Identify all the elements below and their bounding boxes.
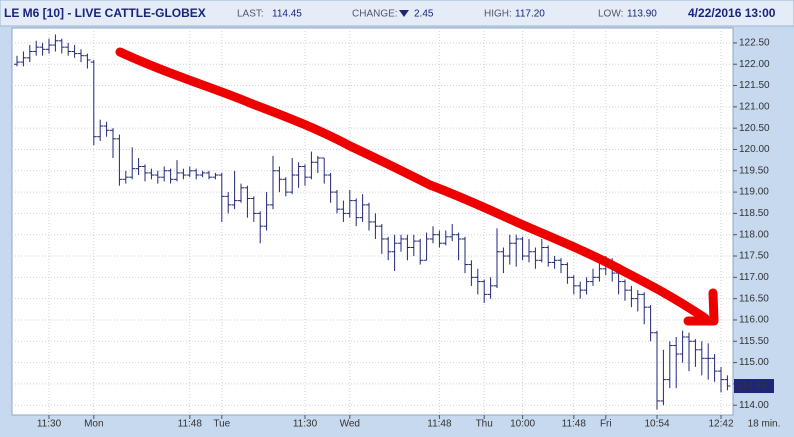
low-value: 113.90: [627, 9, 657, 20]
interval-label: 18 min.: [748, 419, 781, 430]
y-tick-label: 120.00: [739, 144, 770, 155]
x-tick-label: Mon: [84, 419, 103, 430]
x-tick-label: 11:48: [178, 419, 203, 430]
x-tick-label: Wed: [340, 419, 360, 430]
y-tick-label: 120.50: [739, 123, 770, 134]
x-tick-label: 11:48: [427, 419, 452, 430]
y-tick-label: 121.50: [739, 80, 770, 91]
last-price-label: 114.45: [737, 381, 767, 392]
y-tick-label: 121.00: [739, 101, 770, 112]
y-tick-label: 115.00: [739, 357, 769, 368]
down-arrow-icon: [399, 10, 409, 17]
y-tick-label: 122.00: [739, 59, 770, 70]
y-tick-label: 119.50: [739, 165, 769, 176]
datetime: 4/22/2016 13:00: [688, 6, 776, 20]
trend-arrow: [115, 47, 710, 323]
x-tick-label: 11:30: [293, 419, 318, 430]
last-price-tag: [734, 379, 774, 394]
x-tick-label: Tue: [213, 419, 230, 430]
x-tick-label: 10:54: [644, 419, 669, 430]
y-tick-label: 119.00: [739, 187, 769, 198]
y-tick-label: 116.50: [739, 293, 769, 304]
x-tick-label: 10:00: [510, 419, 535, 430]
high-value: 117.20: [515, 9, 545, 20]
x-tick-label: 11:30: [37, 419, 62, 430]
high-caption: HIGH:: [484, 9, 512, 20]
trend-arrowhead: [683, 288, 719, 326]
change-caption: CHANGE:: [352, 9, 398, 20]
y-tick-label: 118.50: [739, 208, 769, 219]
symbol-title: LE M6 [10] - LIVE CATTLE-GLOBEX: [4, 6, 206, 20]
y-tick-label: 117.50: [739, 251, 769, 262]
y-tick-label: 115.50: [739, 336, 769, 347]
x-tick-label: 11:48: [562, 419, 587, 430]
price-bars: [12, 28, 733, 415]
y-tick-label: 117.00: [739, 272, 769, 283]
y-tick-label: 116.00: [739, 315, 769, 326]
x-tick-label: Thu: [476, 419, 493, 430]
last-value: 114.45: [272, 9, 302, 20]
change-value: 2.45: [414, 9, 434, 20]
last-caption: LAST:: [237, 9, 264, 20]
header-bar: [0, 0, 794, 27]
x-tick-label: 12:42: [708, 419, 733, 430]
x-tick-label: Fri: [600, 419, 612, 430]
y-tick-label: 118.00: [739, 229, 769, 240]
y-tick-label: 122.50: [739, 38, 770, 49]
low-caption: LOW:: [598, 9, 623, 20]
y-tick-label: 114.00: [739, 400, 769, 411]
